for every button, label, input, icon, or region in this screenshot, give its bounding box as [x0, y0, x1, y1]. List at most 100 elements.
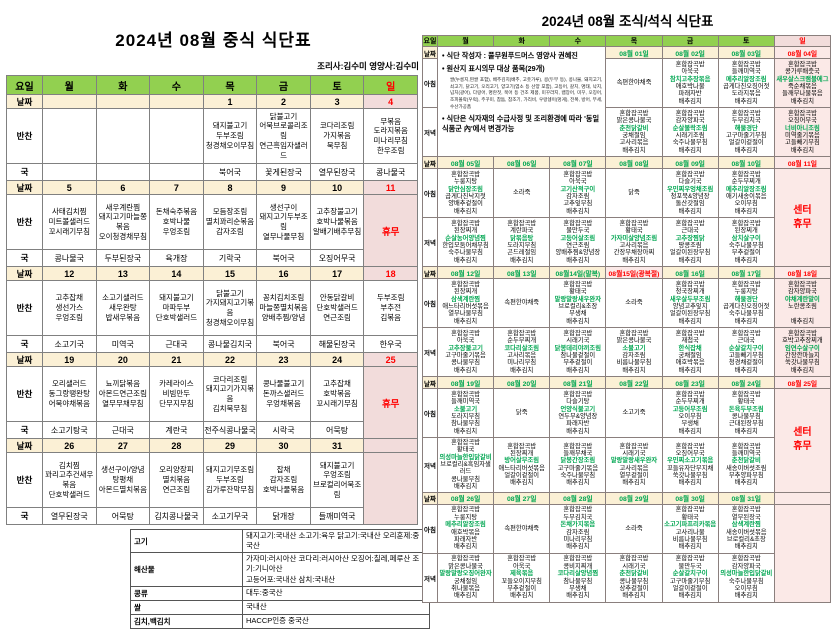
meal-dinner-cell: 혼합잡곡밥 아욱국 제육볶음 꼬들오이지무침 부추겉절이 배추김치	[493, 552, 551, 603]
lunch-side-cell: 오리샐러드 동그랑땡완탕 어묵야채볶음	[42, 366, 97, 422]
row-label-side: 반찬	[6, 108, 43, 164]
page: 2024년 08월 중식 식단표 조리사:김수미 영양사:김수미 요일 월 화 수 목 금…	[6, 14, 832, 629]
lunch-soup-row: 국 소고기탕국 근대국 계란국 전주식콩나물국 시락국 어묵탕	[6, 421, 418, 439]
meal-dinner-cell: 혼합잡곡밥 황태국 가자미살양념조림 고사리볶음 간장무채장아찌 배추김치	[605, 217, 663, 267]
origin-value: 가자미:러시아산 코다리:러시아산 오징어:칠레,페루산 조기:기니아산 고등어…	[242, 552, 430, 587]
menu-notes-cell: • 식단 작성자 : 풀무원푸드머스 영양사 권혜진 • 원산지 표시의무 대상 …	[436, 46, 607, 157]
lunch-soup-cell: 미역국	[95, 335, 151, 353]
meal-dinner-cell: 혼합잡곡밥 맑은콩나물국 말랑말랑오징어완자 궁채절임 취나물볶음 배추김치	[436, 552, 495, 603]
lunch-staff-line: 조리사:김수미 영양사:김수미	[317, 61, 419, 71]
lunch-soup-cell: 북어국	[202, 163, 258, 181]
lunch-date-cell: 22	[202, 352, 258, 367]
meal-date-cell: 08월 10일	[717, 156, 775, 169]
meal-breakfast-cell: 혼합잡곡밥 두부김치국 돈채가지볶음 감자조림 미나리무침 배추김치	[549, 503, 607, 554]
lunch-side-cell	[149, 108, 204, 164]
meal-breakfast-cell: 속편한야채죽	[493, 503, 551, 554]
lunch-soup-cell	[42, 163, 97, 181]
lunch-date-cell: 5	[42, 180, 97, 195]
row-label-soup: 국	[6, 163, 43, 181]
lunch-soup-cell: 계란국	[149, 421, 204, 439]
meal-dinner-cell: 혼합잡곡밥 감자양파국 순살볼락조림 시래기조림 숙주나물무침 배추김치	[661, 107, 719, 157]
meal-breakfast-cell: 소고기죽	[605, 388, 663, 438]
day-header-2: 화	[95, 75, 151, 95]
row-label-dinner: 저녁	[422, 437, 438, 493]
lunch-soup-cell: 오징어무국	[309, 249, 365, 267]
meal-dinner-cell: 혼합잡곡밥 물만두국 고등어살조림 연근조림 양배추찜&양념장 배추김치	[549, 217, 607, 267]
day-header-3: 수	[149, 75, 204, 95]
lunch-date-cell: 18	[363, 266, 418, 281]
lunch-soup-cell: 김치콩나물국	[149, 507, 204, 525]
lunch-date-cell: 1	[202, 94, 258, 109]
meal-date-row: 날짜 08월 12일 08월 13일 08월14일(말복) 08월15일(광복절) 08월…	[422, 266, 832, 279]
lunch-date-row: 날짜 1 2 3 4	[6, 94, 418, 109]
lunch-soup-cell: 북어국	[256, 335, 311, 353]
row-label-soup: 국	[6, 507, 43, 525]
lunch-date-cell	[95, 94, 151, 109]
meal-breakfast-cell: 혼합잡곡밥 열무된장국 삼색계란찜 새송이버섯볶음 브로컬리&초장 배추김치	[717, 503, 775, 554]
lunch-date-cell	[363, 438, 418, 453]
meal-date-cell: 08월 23일	[661, 376, 719, 389]
lunch-side-row: 반찬 돼지불고기 두부조림 청경채오이무침 닭불고기 어묵브로콜리조림 연근흑임자샐러드 코다…	[6, 108, 418, 164]
meal-date-row: 날짜 • 식단 작성자 : 풀무원푸드머스 영양사 권혜진 • 원산지 표시의무 대…	[422, 46, 832, 157]
lunch-side-cell: 오리양장피 멸치볶음 연근조림	[149, 452, 204, 508]
lunch-date-cell	[149, 94, 204, 109]
lunch-side-cell: 돼지고기무조림 두부조림 김가루잔막무침	[202, 452, 258, 508]
lunch-date-cell: 3	[309, 94, 365, 109]
meal-dinner-cell: 혼합잡곡밥 계란파국 닭볶음탕 도라지무침 곤드레절임 배추김치	[493, 217, 551, 267]
lunch-side-cell: 사태김치찜 미트볼샐러드 꼬시래기무침	[42, 194, 97, 250]
lunch-soup-row: 국 열무된장국 어묵탕 김치콩나물국 소고기무국 닭개장 들깨미역국	[6, 507, 418, 525]
lunch-soup-cell: 열무된장국	[42, 507, 97, 525]
row-label-date: 날짜	[422, 46, 438, 59]
lunch-side-cell: 돼지불고기 두부조림 청경채오이무침	[202, 108, 258, 164]
origin-category: 콩류	[130, 585, 243, 601]
lunch-soup-cell: 해물된장국	[309, 335, 365, 353]
lunch-side-cell	[95, 108, 151, 164]
meal-breakfast-cell: 혼합잡곡밥 아욱국 고기산적구이 감자조림 고추잎무침 배추김치	[549, 168, 607, 218]
lunch-side-cell: 고추잡채 생선가스 우엉조림	[42, 280, 97, 336]
lunch-date-cell: 31	[309, 438, 365, 453]
meal-breakfast-cell: 소라죽	[605, 503, 663, 554]
meal-breakfast-cell: 혼합잡곡밥 다슬기탕 언양식불고기 연두부&양념장 파래자반 배추김치	[549, 388, 607, 438]
meal-breakfast-cell: 혼합잡곡밥 누룽지탕 닭안심장조림 곱게다진낙지젓 양배추겉절이 배추김치	[436, 168, 495, 218]
meal-dinner-cell: 혼합잡곡밥 근대국 고추장찜닭 땅콩조림 얼갈이된장무침 배추김치	[661, 217, 719, 267]
meal-date-cell: 08월 08일	[605, 156, 663, 169]
lunch-side-cell: 콩나물불고기 돈까스샐러드 우엉채볶음	[256, 366, 311, 422]
row-label-soup: 국	[6, 421, 43, 439]
meal-dinner-cell: 혼합잡곡밥 재첩국 한식잡채 궁채절임 애호박볶음 배추김치	[661, 327, 719, 377]
lunch-header-row: 요일 월 화 수 목 금 토 일	[6, 75, 418, 95]
meal-breakfast-cell: 혼합잡곡밥 순두부찌개 메추리알장조림 애기새송이볶음 오이무침 배추김치	[717, 168, 775, 218]
meal-breakfast-cell: 소라죽	[605, 278, 663, 328]
lunch-date-cell: 25	[363, 352, 418, 367]
lunch-soup-cell: 꽃게된장국	[256, 163, 311, 181]
meal-dinner-cell: 혼합잡곡밥 오징어무국 우민찌소고기볶음 꼬들유자단무지채 쑥갓나물무침 배추김치	[661, 437, 719, 493]
meal-date-cell: 08월 01일	[605, 46, 663, 59]
row-label-date: 날짜	[6, 266, 43, 281]
lunch-date-row: 날짜 12 13 14 15 16 17 18	[6, 266, 418, 281]
meal-dinner-cell: 혼합잡곡밥 시래기국 춘천닭갈비 콩나물무침 상추겉절이 배추김치	[605, 552, 663, 603]
lunch-date-cell: 24	[309, 352, 365, 367]
meal-dinner-row: 저녁 혼합잡곡밥 황태국 의성마늘한입닭갈비 브로컬리&흑임자샐러드 콩나물무침 배추김치 혼…	[422, 437, 831, 493]
meal-date-cell: 08월 07일	[549, 156, 607, 169]
lunch-soup-cell: 어묵탕	[309, 421, 365, 439]
lunch-date-row: 날짜 19 20 21 22 23 24 25	[6, 352, 418, 367]
lunch-soup-row: 국 북어국 꽃게된장국 열무된장국 콩나물국	[6, 163, 418, 181]
meal-dinner-cell: 혼합잡곡밥 근대국 순살갈치구이 고들빼기무침 청경채겉절이 배추김치	[717, 327, 775, 377]
lunch-date-cell: 13	[95, 266, 151, 281]
lunch-soup-cell: 닭개장	[256, 507, 311, 525]
lunch-soup-cell: 한우국	[363, 335, 418, 353]
lunch-soup-row: 국 소고기국 미역국 근대국 콩나물김치국 북어국 해물된장국 한우국	[6, 335, 418, 353]
row-label-dinner: 저녁	[422, 327, 438, 377]
lunch-date-cell: 19	[42, 352, 97, 367]
lunch-date-row: 날짜 5 6 7 8 9 10 11	[6, 180, 418, 195]
lunch-side-cell: 돼지불고기 마파두부 단호박샐러드	[149, 280, 204, 336]
meal-date-cell: 08월 17일	[717, 266, 775, 279]
origin-row: 김치,백김치 HACCP인증 중국산	[130, 613, 430, 629]
meal-date-cell: 08월15일(광복절)	[605, 266, 663, 279]
lunch-soup-cell: 전주식콩나물국	[202, 421, 258, 439]
lunch-date-cell: 21	[149, 352, 204, 367]
lunch-side-cell: 모듬장조림 멸치꽈리순볶음 감자조림	[202, 194, 258, 250]
lunch-side-cell: 코다리조림 가지볶음 묵무침	[309, 108, 365, 164]
lunch-soup-cell: 콩나물국	[363, 163, 418, 181]
meal-breakfast-cell: 혼합잡곡밥 다슬기국 우민찌우엉채조림 청포묵&양념장 돌산갓절임 배추김치	[661, 168, 719, 218]
meal-breakfast-cell: 혼합잡곡밥 아욱국 참치고추장볶음 애호박나물 파래자반 배추김치	[661, 58, 719, 108]
